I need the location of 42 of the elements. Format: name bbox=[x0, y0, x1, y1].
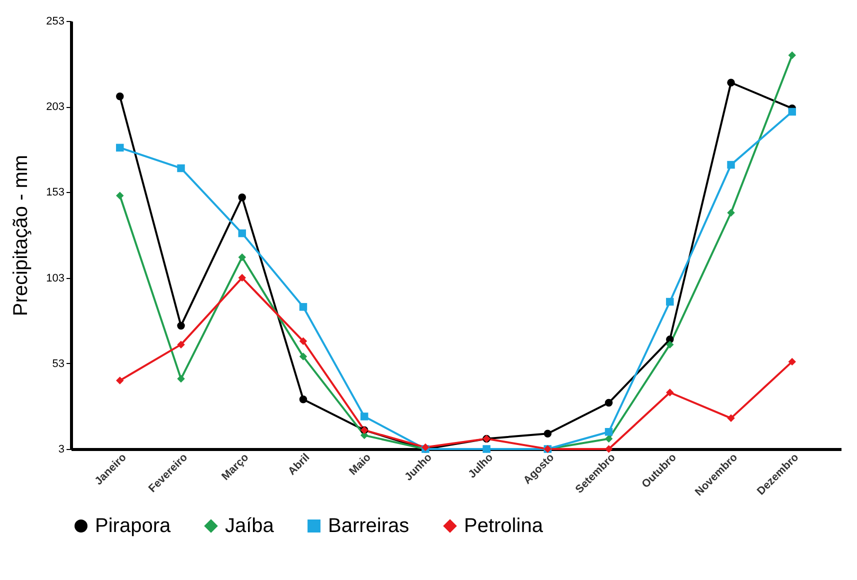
point bbox=[299, 395, 308, 404]
point bbox=[788, 108, 796, 116]
point bbox=[727, 208, 735, 217]
point bbox=[544, 430, 552, 438]
point bbox=[116, 92, 124, 100]
y-tick-label: 53 bbox=[52, 358, 64, 370]
point bbox=[666, 298, 674, 306]
point bbox=[727, 160, 735, 169]
point bbox=[666, 340, 674, 348]
point bbox=[299, 303, 308, 311]
point bbox=[177, 322, 185, 330]
legend-label: Barreiras bbox=[328, 515, 410, 537]
point bbox=[727, 414, 735, 422]
point bbox=[788, 358, 796, 366]
y-tick-label: 253 bbox=[46, 16, 64, 28]
point bbox=[727, 78, 735, 86]
point bbox=[604, 398, 613, 407]
point bbox=[238, 253, 246, 262]
point bbox=[238, 274, 246, 282]
point bbox=[299, 337, 308, 346]
point bbox=[299, 352, 308, 360]
legend-label: Pirapora bbox=[95, 515, 172, 537]
y-tick-label: 3 bbox=[58, 444, 64, 456]
point bbox=[360, 412, 368, 420]
point bbox=[177, 340, 185, 348]
legend-label: Jaíba bbox=[225, 515, 275, 537]
point bbox=[604, 434, 613, 443]
point bbox=[238, 229, 246, 238]
point bbox=[116, 144, 124, 152]
y-axis-title: Precipitação - mm bbox=[10, 154, 32, 316]
legend-label: Petrolina bbox=[464, 515, 544, 537]
point bbox=[604, 428, 613, 436]
point bbox=[177, 374, 185, 383]
y-tick-label: 103 bbox=[46, 272, 64, 284]
point bbox=[788, 51, 796, 60]
point bbox=[116, 376, 124, 384]
point bbox=[666, 388, 674, 396]
point bbox=[177, 164, 185, 172]
point bbox=[238, 193, 246, 202]
y-tick-label: 153 bbox=[46, 186, 64, 199]
point bbox=[116, 192, 124, 200]
y-tick-label: 203 bbox=[46, 101, 64, 114]
